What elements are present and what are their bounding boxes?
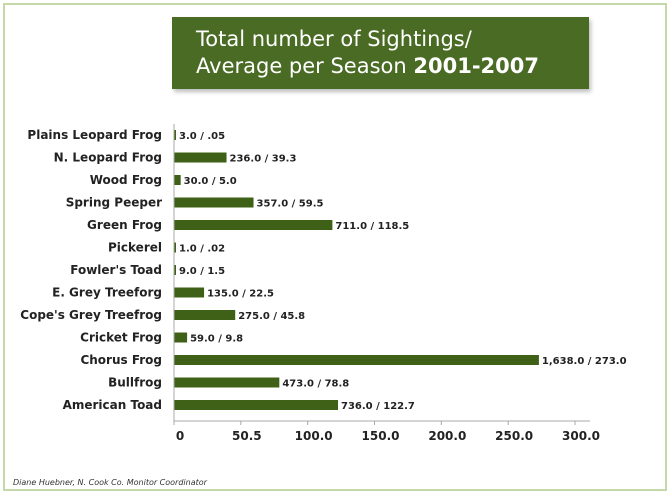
page-frame bbox=[3, 3, 667, 491]
axis-layer: 0 50.5 100.0 150.0 200.0 250.0 300.0 bbox=[173, 124, 600, 443]
data-label-plains-leopard-frog: 3.0 / .05 bbox=[179, 131, 225, 142]
bars-layer: Plains Leopard Frog 3.0 / .05 N. Leopard F… bbox=[20, 128, 626, 412]
chart-title-box: Total number of Sightings/ Average per S… bbox=[172, 17, 589, 89]
x-tick-label-0: 0 bbox=[176, 429, 184, 443]
category-label-bullfrog: Bullfrog bbox=[108, 376, 162, 390]
bar-fowler-s-toad bbox=[174, 265, 177, 275]
category-label-american-toad: American Toad bbox=[63, 398, 162, 412]
category-label-pickerel: Pickerel bbox=[108, 241, 162, 255]
chart-title-line-1: Total number of Sightings/ bbox=[196, 27, 472, 51]
bar-e-grey-treeforg bbox=[174, 287, 205, 298]
bar-plains-leopard-frog bbox=[174, 130, 176, 140]
x-tick-label-4: 200.0 bbox=[428, 429, 466, 443]
bar-chorus-frog bbox=[174, 355, 539, 365]
category-label-wood-frog: Wood Frog bbox=[90, 173, 162, 187]
category-label-cope-s-grey-treefrog: Cope's Grey Treefrog bbox=[20, 308, 162, 322]
data-label-n-leopard-frog: 236.0 / 39.3 bbox=[230, 154, 297, 165]
x-tick-label-1: 50.5 bbox=[232, 429, 262, 443]
data-label-cope-s-grey-treefrog: 275.0 / 45.8 bbox=[238, 311, 305, 322]
data-label-spring-peeper: 357.0 / 59.5 bbox=[257, 199, 324, 210]
x-tick-label-3: 150.0 bbox=[362, 429, 400, 443]
credit-text: Diane Huebner, N. Cook Co. Monitor Coord… bbox=[13, 478, 207, 487]
bar-cope-s-grey-treefrog bbox=[174, 310, 236, 320]
category-label-spring-peeper: Spring Peeper bbox=[66, 196, 162, 210]
category-label-green-frog: Green Frog bbox=[87, 218, 162, 232]
data-label-american-toad: 736.0 / 122.7 bbox=[341, 401, 415, 412]
data-label-fowler-s-toad: 9.0 / 1.5 bbox=[179, 266, 225, 277]
bar-n-leopard-frog bbox=[174, 152, 227, 163]
bar-bullfrog bbox=[174, 377, 280, 388]
data-label-green-frog: 711.0 / 118.5 bbox=[335, 221, 409, 232]
data-label-bullfrog: 473.0 / 78.8 bbox=[282, 379, 349, 390]
bar-cricket-frog bbox=[174, 332, 188, 343]
data-label-chorus-frog: 1,638.0 / 273.0 bbox=[542, 356, 627, 367]
bar-wood-frog bbox=[174, 175, 181, 185]
bar-american-toad bbox=[174, 400, 339, 410]
bar-green-frog bbox=[174, 220, 333, 230]
bar-spring-peeper bbox=[174, 197, 254, 208]
category-label-n-leopard-frog: N. Leopard Frog bbox=[54, 151, 162, 165]
bar-pickerel bbox=[174, 242, 176, 253]
x-tick-label-5: 250.0 bbox=[495, 429, 533, 443]
data-label-pickerel: 1.0 / .02 bbox=[179, 244, 225, 255]
category-label-fowler-s-toad: Fowler's Toad bbox=[70, 263, 162, 277]
chart-title-years: 2001-2007 bbox=[413, 54, 539, 78]
x-tick-label-2: 100.0 bbox=[295, 429, 333, 443]
chart-title-prefix: Average per Season bbox=[196, 54, 414, 78]
category-label-plains-leopard-frog: Plains Leopard Frog bbox=[27, 128, 162, 142]
category-label-e-grey-treeforg: E. Grey Treeforg bbox=[52, 286, 162, 300]
data-label-e-grey-treeforg: 135.0 / 22.5 bbox=[207, 289, 274, 300]
x-tick-label-6: 300.0 bbox=[562, 429, 600, 443]
category-label-chorus-frog: Chorus Frog bbox=[80, 353, 162, 367]
data-label-wood-frog: 30.0 / 5.0 bbox=[184, 176, 237, 187]
category-label-cricket-frog: Cricket Frog bbox=[80, 331, 162, 345]
chart-title-line-2: Average per Season 2001-2007 bbox=[196, 54, 539, 78]
data-label-cricket-frog: 59.0 / 9.8 bbox=[190, 334, 243, 345]
